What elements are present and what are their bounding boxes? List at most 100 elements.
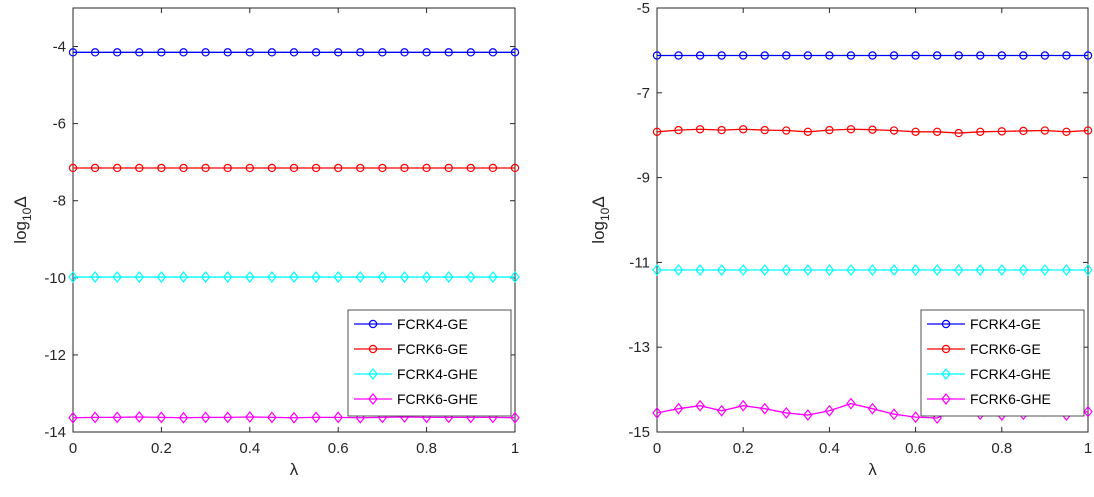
left-chart: 0 0.2 0.4 0.6 0.8 1 -14 -12 -10 -8 -6 -4 λ log10Δ FCRK… — [11, 7, 520, 479]
data-point — [954, 51, 963, 60]
data-point — [135, 48, 144, 57]
data-point — [245, 48, 254, 57]
data-point — [738, 399, 748, 412]
legend-label: FCRK6-GE — [970, 341, 1041, 357]
data-point — [824, 404, 835, 417]
x-tick-label: 0.6 — [905, 440, 926, 457]
data-point — [112, 48, 122, 57]
data-point — [289, 163, 299, 173]
series-fcrk4-ghe — [652, 264, 1093, 276]
data-point — [846, 264, 856, 276]
data-point — [652, 127, 662, 137]
data-point — [781, 264, 792, 276]
data-point — [267, 163, 277, 173]
data-point — [334, 163, 343, 173]
data-point — [356, 163, 365, 173]
y-tick-label: -11 — [629, 254, 650, 271]
y-tick-label: -10 — [44, 270, 66, 287]
data-point — [157, 163, 166, 173]
data-point — [673, 402, 684, 415]
data-point — [717, 125, 726, 135]
data-point — [134, 271, 145, 284]
x-tick-label: 0.4 — [819, 440, 840, 457]
data-point — [510, 271, 520, 284]
legend-marker — [941, 319, 951, 329]
data-point — [178, 271, 189, 284]
data-point — [953, 264, 964, 276]
x-tick-label: 0.8 — [416, 440, 437, 457]
x-tick-label: 1 — [1084, 440, 1092, 457]
data-point — [825, 51, 834, 60]
data-point — [90, 411, 100, 424]
x-tick-label: 0.8 — [991, 440, 1012, 457]
x-tick-label: 0 — [653, 440, 661, 457]
data-point — [695, 125, 705, 134]
data-point — [652, 51, 662, 60]
data-point — [178, 411, 189, 424]
data-point — [333, 271, 343, 284]
data-point — [759, 402, 770, 415]
x-tick-label: 0.6 — [328, 440, 349, 457]
legend-label: FCRK4-GHE — [397, 366, 478, 382]
data-point — [223, 163, 232, 173]
data-point — [716, 404, 727, 417]
data-point — [377, 271, 388, 284]
legend-label: FCRK6-GHE — [970, 391, 1051, 407]
data-point — [510, 163, 520, 173]
data-point — [444, 163, 453, 173]
data-point — [867, 264, 878, 276]
legend: FCRK4-GE FCRK6-GE FCRK4-GHE FCRK6-GHE — [347, 309, 512, 417]
x-tick-label: 0.2 — [733, 440, 754, 457]
data-point — [201, 48, 210, 57]
legend-label: FCRK4-GE — [397, 316, 468, 332]
data-point — [867, 402, 878, 415]
data-point — [889, 51, 899, 60]
data-point — [200, 271, 211, 284]
data-point — [466, 48, 475, 57]
data-point — [466, 271, 476, 284]
data-point — [510, 411, 520, 424]
data-point — [422, 163, 431, 173]
series-fcrk4-ghe — [68, 271, 520, 284]
data-point — [652, 406, 662, 419]
data-point — [1061, 264, 1072, 276]
data-point — [443, 271, 454, 284]
data-point — [510, 48, 520, 57]
data-point — [311, 271, 321, 284]
x-axis-label: λ — [290, 460, 299, 479]
data-point — [1018, 264, 1029, 276]
series-line — [656, 128, 1089, 134]
data-point — [868, 125, 877, 134]
data-point — [112, 271, 122, 284]
legend-label: FCRK4-GHE — [970, 366, 1051, 382]
data-point — [1062, 127, 1071, 137]
data-point — [466, 163, 475, 173]
x-tick-label: 0.2 — [151, 440, 172, 457]
data-point — [222, 271, 233, 284]
data-point — [760, 51, 769, 60]
data-point — [444, 48, 453, 57]
legend-marker — [368, 344, 378, 354]
y-axis-label-symbol: Δ — [589, 196, 608, 207]
data-point — [674, 125, 683, 135]
data-point — [68, 48, 78, 57]
data-point — [825, 125, 834, 135]
data-point — [68, 411, 78, 424]
y-tick-label: -5 — [637, 0, 650, 17]
legend-marker — [368, 393, 378, 405]
data-point — [356, 48, 365, 57]
data-point — [333, 411, 343, 424]
x-tick-label: 0 — [69, 440, 77, 457]
data-point — [400, 163, 409, 173]
data-point — [997, 51, 1007, 60]
data-point — [803, 264, 813, 276]
data-point — [488, 48, 498, 57]
data-point — [674, 51, 683, 60]
data-point — [378, 163, 387, 173]
data-point — [267, 271, 277, 284]
data-point — [1019, 51, 1028, 60]
data-point — [868, 51, 877, 60]
right-chart: 0 0.2 0.4 0.6 0.8 1 -15 -13 -11 -9 -7 -5 λ log10Δ FCRK… — [589, 0, 1093, 479]
data-point — [134, 411, 145, 423]
